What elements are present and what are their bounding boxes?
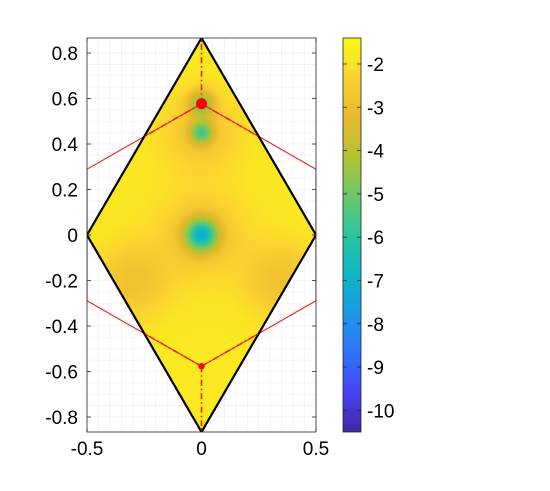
y-tick-label: -0.4	[45, 317, 78, 338]
y-tick-label: -0.8	[45, 408, 78, 429]
symmetry-line	[201, 332, 260, 367]
y-tick-label: -0.2	[45, 271, 78, 292]
x-tick-label: -0.5	[71, 439, 104, 460]
y-tick-label: -0.6	[45, 362, 78, 383]
colorbar-tick-label: -10	[367, 401, 394, 422]
y-tick-label: 0	[67, 226, 78, 247]
high-symmetry-point-marker	[198, 363, 205, 370]
colorbar-tick-label: -9	[367, 358, 384, 379]
y-tick-label: 0.8	[52, 44, 78, 65]
y-tick-label: 0.4	[52, 135, 79, 156]
colorbar-tick-label: -6	[367, 228, 384, 249]
colorbar-gradient	[342, 37, 362, 433]
symmetry-line	[143, 332, 202, 367]
colorbar-tick-label: -8	[367, 315, 384, 336]
y-tick-label: 0.6	[52, 90, 78, 111]
x-tick-label: 0.5	[303, 439, 329, 460]
x-tick-label: 0	[196, 439, 207, 460]
symmetry-line	[143, 103, 202, 138]
high-symmetry-point-marker	[196, 98, 207, 110]
colorbar-tick-label: -4	[367, 142, 384, 163]
colorbar-tick-label: -5	[367, 185, 384, 206]
colorbar: -2 -3 -4 -5 -6 -7 -8 -9 -10	[342, 37, 394, 433]
colorbar-tick-label: -7	[367, 271, 384, 292]
colorbar-tick-label: -3	[367, 98, 384, 119]
y-tick-label: 0.2	[52, 181, 78, 202]
colorbar-tick-label: -2	[367, 55, 384, 76]
overlay	[87, 38, 316, 432]
symmetry-line	[201, 103, 260, 138]
unit-cell-rhombus	[87, 38, 316, 432]
axes: -0.5 0 0.5 0.8 0.6 0.4 0.2 0 -0.2 -0.4 -0.6 -0.8	[45, 37, 329, 460]
